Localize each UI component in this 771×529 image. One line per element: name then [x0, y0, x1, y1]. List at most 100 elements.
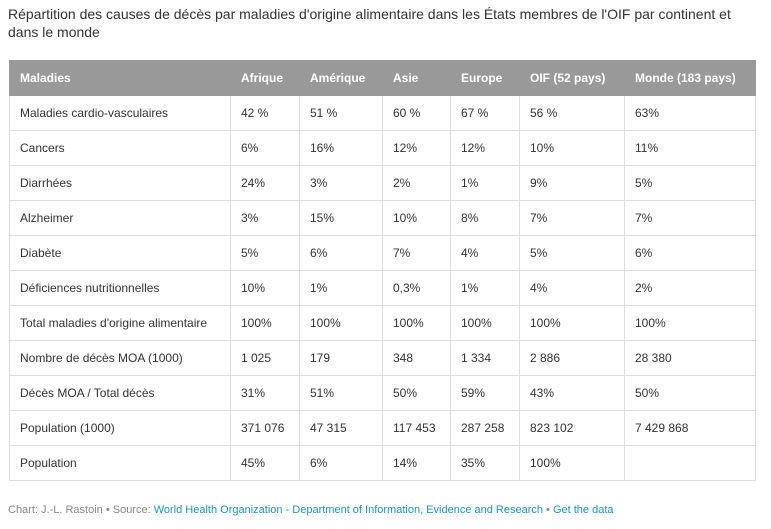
column-header: Afrique: [230, 60, 300, 96]
table-cell: 60 %: [382, 95, 451, 131]
table-row: Population 45% 6% 14% 35% 100%: [9, 445, 756, 481]
table-cell: 67 %: [450, 95, 520, 131]
column-header: OIF (52 pays): [519, 60, 625, 96]
table-cell: 7%: [624, 200, 756, 236]
table-cell: 371 076: [230, 410, 300, 446]
footer-separator: •: [102, 504, 113, 516]
table-cell: 7%: [382, 235, 451, 271]
table-row: Cancers 6% 16% 12% 12% 10% 11%: [9, 130, 756, 166]
table-cell: 8%: [450, 200, 520, 236]
table-cell: 28 380: [624, 340, 756, 376]
table-header-row: Maladies Afrique Amérique Asie Europe OIF (52…: [9, 60, 756, 96]
chart-footer: Chart: J.-L. Rastoin • Source: World Hea…: [8, 504, 614, 516]
table-cell: 9%: [519, 165, 625, 201]
table-cell: 1%: [450, 270, 520, 306]
table-body: Maladies cardio-vasculaires 42 % 51 % 60 % 6…: [9, 95, 756, 481]
table-cell: 1%: [450, 165, 520, 201]
data-table: Maladies Afrique Amérique Asie Europe OIF (52…: [9, 60, 756, 481]
column-header: Europe: [450, 60, 520, 96]
table-row: Alzheimer 3% 15% 10% 8% 7% 7%: [9, 200, 756, 236]
table-cell: 6%: [230, 130, 300, 166]
table-cell: 12%: [450, 130, 520, 166]
table-cell: 1 334: [450, 340, 520, 376]
row-label: Nombre de décès MOA (1000): [9, 340, 231, 376]
table-cell: 5%: [624, 165, 756, 201]
chart-title: Répartition des causes de décès par mala…: [8, 6, 731, 40]
footer-separator: •: [542, 504, 553, 516]
table-cell: 179: [299, 340, 383, 376]
table-cell: 287 258: [450, 410, 520, 446]
table-cell: [624, 445, 756, 481]
table-cell: 2 886: [519, 340, 625, 376]
table-row: Nombre de décès MOA (1000) 1 025 179 348 1 3…: [9, 340, 756, 376]
table-row: Population (1000) 371 076 47 315 117 453 287…: [9, 410, 756, 446]
table-cell: 56 %: [519, 95, 625, 131]
table-cell: 14%: [382, 445, 451, 481]
table-cell: 51 %: [299, 95, 383, 131]
table-cell: 5%: [519, 235, 625, 271]
row-label: Cancers: [9, 130, 231, 166]
table-cell: 6%: [299, 235, 383, 271]
table-cell: 2%: [382, 165, 451, 201]
table-cell: 3%: [299, 165, 383, 201]
table-cell: 51%: [299, 375, 383, 411]
table-row: Décès MOA / Total décès 31% 51% 50% 59% 43% 50…: [9, 375, 756, 411]
table-cell: 47 315: [299, 410, 383, 446]
table-cell: 24%: [230, 165, 300, 201]
table-cell: 10%: [519, 130, 625, 166]
row-label: Maladies cardio-vasculaires: [9, 95, 231, 131]
table-row: Maladies cardio-vasculaires 42 % 51 % 60 % 6…: [9, 95, 756, 131]
table-row: Diarrhées 24% 3% 2% 1% 9% 5%: [9, 165, 756, 201]
table-cell: 2%: [624, 270, 756, 306]
table-cell: 15%: [299, 200, 383, 236]
column-header: Asie: [382, 60, 451, 96]
source-label: Source:: [112, 504, 154, 516]
table-row: Total maladies d'origine alimentaire 100%…: [9, 305, 756, 341]
table-cell: 4%: [450, 235, 520, 271]
table-cell: 100%: [519, 305, 625, 341]
table-cell: 348: [382, 340, 451, 376]
column-header: Maladies: [9, 60, 231, 96]
table-cell: 117 453: [382, 410, 451, 446]
row-label: Total maladies d'origine alimentaire: [9, 305, 231, 341]
table-cell: 100%: [624, 305, 756, 341]
table-cell: 31%: [230, 375, 300, 411]
table-cell: 59%: [450, 375, 520, 411]
table-cell: 100%: [230, 305, 300, 341]
table-cell: 100%: [519, 445, 625, 481]
table-cell: 7 429 868: [624, 410, 756, 446]
get-data-link[interactable]: Get the data: [552, 504, 614, 516]
table-row: Diabète 5% 6% 7% 4% 5% 6%: [9, 235, 756, 271]
table-cell: 6%: [624, 235, 756, 271]
table-cell: 43%: [519, 375, 625, 411]
row-label: Population: [9, 445, 231, 481]
source-link[interactable]: World Health Organization - Department o…: [153, 504, 543, 516]
table-cell: 3%: [230, 200, 300, 236]
table-cell: 100%: [382, 305, 451, 341]
table-cell: 50%: [382, 375, 451, 411]
column-header: Amérique: [299, 60, 383, 96]
chart-credit: Chart: J.-L. Rastoin: [8, 504, 103, 516]
row-label: Alzheimer: [9, 200, 231, 236]
table-cell: 11%: [624, 130, 756, 166]
table-cell: 4%: [519, 270, 625, 306]
table-cell: 16%: [299, 130, 383, 166]
table-cell: 35%: [450, 445, 520, 481]
table-cell: 1 025: [230, 340, 300, 376]
table-cell: 63%: [624, 95, 756, 131]
table-cell: 100%: [450, 305, 520, 341]
table-cell: 823 102: [519, 410, 625, 446]
table-cell: 0,3%: [382, 270, 451, 306]
row-label: Décès MOA / Total décès: [9, 375, 231, 411]
row-label: Population (1000): [9, 410, 231, 446]
table-cell: 100%: [299, 305, 383, 341]
table-cell: 50%: [624, 375, 756, 411]
table-cell: 1%: [299, 270, 383, 306]
table-cell: 10%: [230, 270, 300, 306]
column-header: Monde (183 pays): [624, 60, 756, 96]
table-cell: 10%: [382, 200, 451, 236]
row-label: Déficiences nutritionnelles: [9, 270, 231, 306]
table-cell: 42 %: [230, 95, 300, 131]
table-row: Déficiences nutritionnelles 10% 1% 0,3% 1% 4%…: [9, 270, 756, 306]
row-label: Diabète: [9, 235, 231, 271]
